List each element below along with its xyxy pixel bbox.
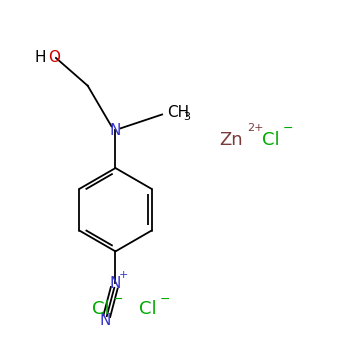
Text: −: − (160, 293, 170, 306)
Text: Cl: Cl (262, 131, 280, 149)
Text: +: + (119, 270, 128, 280)
Text: O: O (48, 50, 60, 65)
Text: N: N (110, 276, 121, 290)
Text: 3: 3 (183, 112, 190, 122)
Text: Cl: Cl (139, 300, 157, 318)
Text: N: N (100, 313, 111, 328)
Text: 2+: 2+ (247, 123, 264, 133)
Text: CH: CH (167, 105, 189, 120)
Text: Zn: Zn (220, 131, 243, 149)
Text: −: − (112, 293, 123, 306)
Text: H: H (35, 50, 46, 65)
Text: Cl: Cl (92, 300, 110, 318)
Text: −: − (283, 122, 294, 135)
Text: N: N (110, 123, 121, 138)
